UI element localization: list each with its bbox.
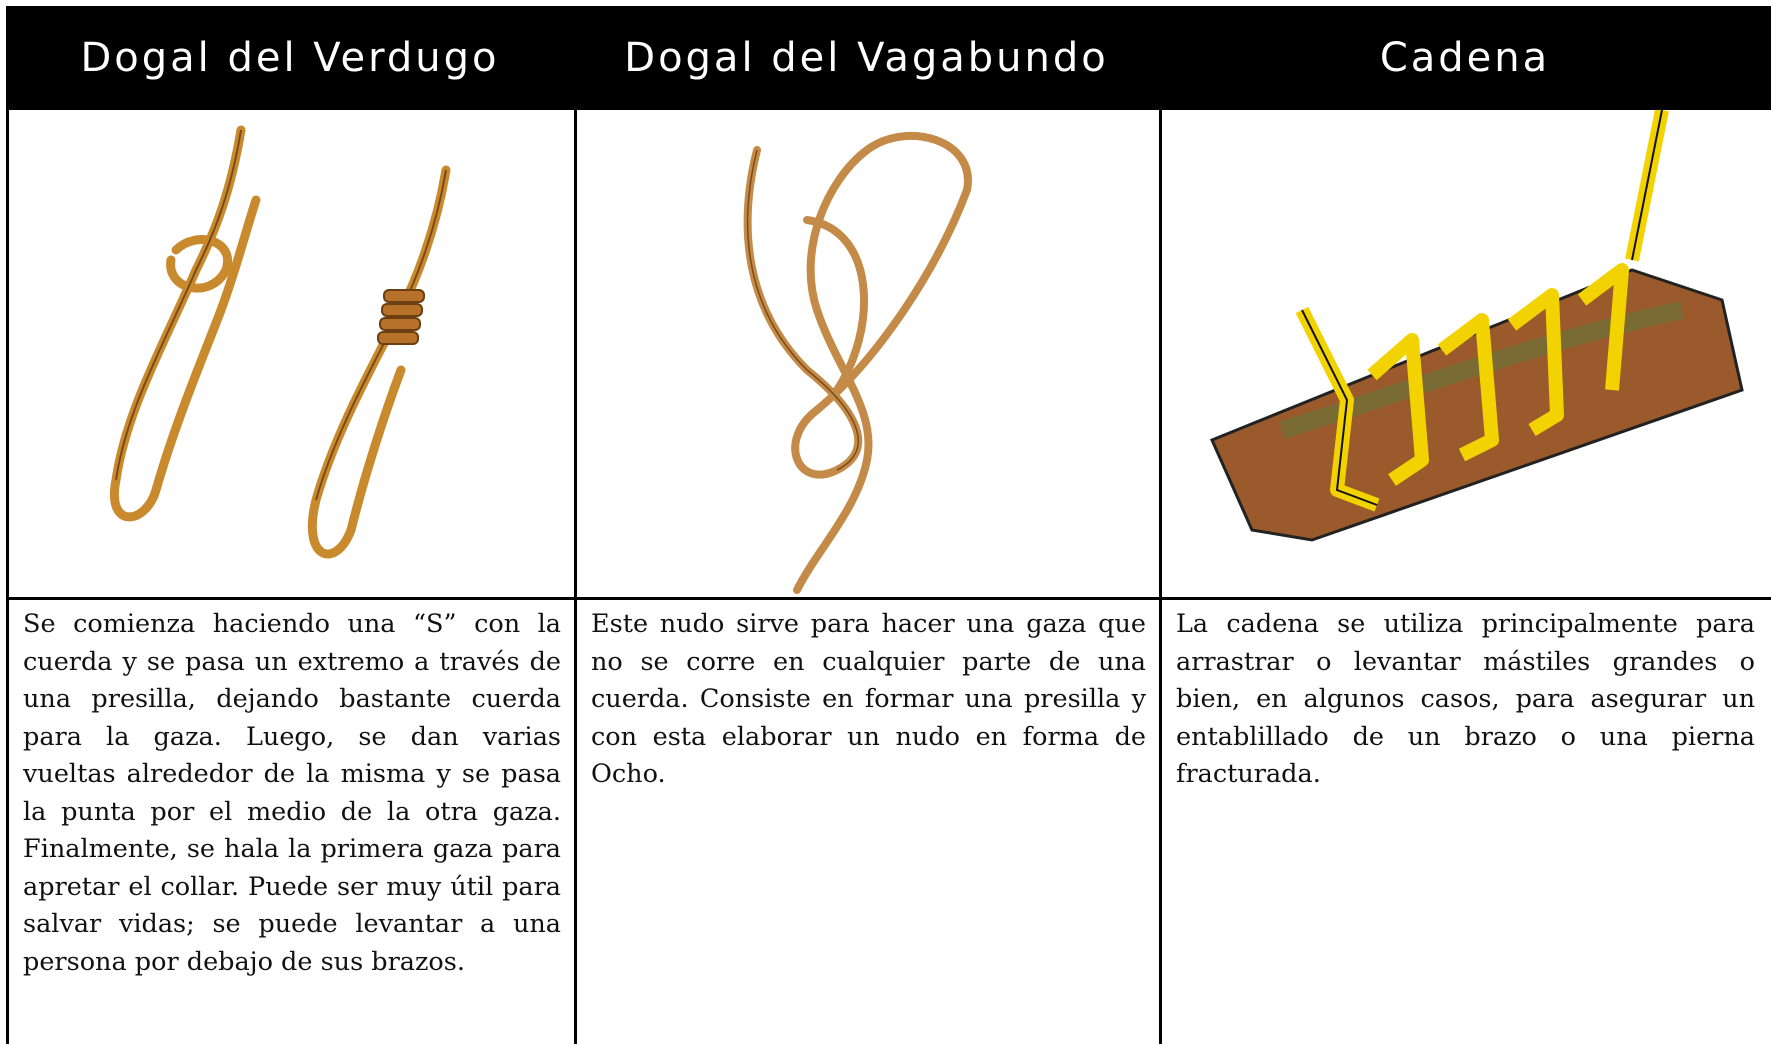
image-cell	[574, 110, 1162, 600]
image-cell	[1159, 110, 1771, 600]
hangman-knot-illustration	[109, 125, 451, 559]
column-title: Dogal del Vagabundo	[574, 6, 1159, 110]
column-text: La cadena se utiliza principalmente para…	[1159, 600, 1771, 1044]
column-title: Dogal del Verdugo	[6, 6, 574, 110]
column-text: Este nudo sirve para hacer una gaza que …	[574, 600, 1162, 1044]
fisherman-knot-illustration	[743, 132, 972, 594]
image-cell	[6, 110, 577, 600]
column-title: Cadena	[1159, 6, 1771, 110]
lashing-illustration	[1209, 110, 1744, 542]
column-text: Se comienza haciendo una “S” con la cuer…	[6, 600, 577, 1044]
